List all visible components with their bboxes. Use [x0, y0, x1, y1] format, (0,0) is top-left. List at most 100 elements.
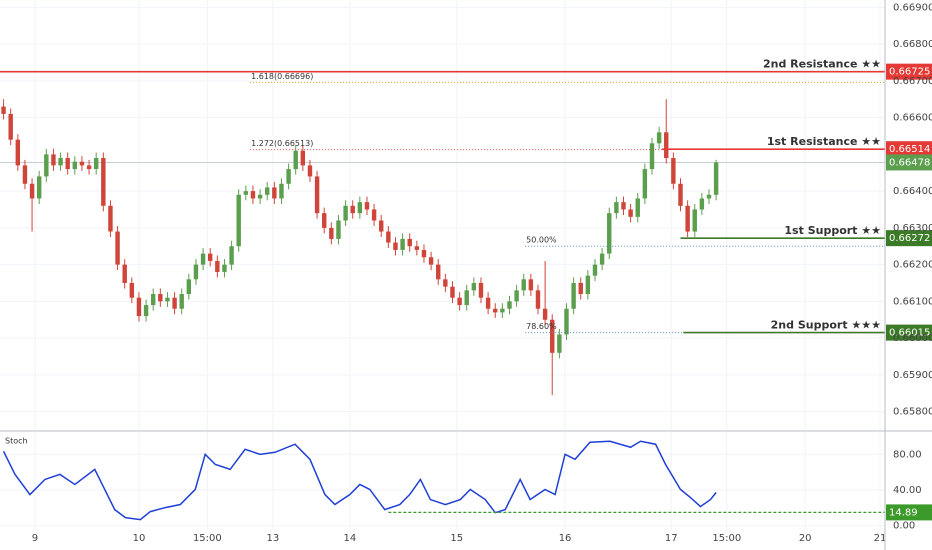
candle-body	[115, 231, 120, 265]
candle-body	[692, 209, 697, 232]
price-tag-label: 0.66725	[889, 67, 930, 78]
candle-body	[443, 279, 448, 287]
price-tag-label: 14.89	[889, 507, 918, 518]
price-tag	[886, 324, 932, 341]
level-label: 2nd Resistance ★★	[763, 58, 881, 71]
candle-body	[136, 297, 142, 317]
candle-body	[286, 169, 291, 184]
candle-body	[250, 191, 256, 199]
price-tag	[886, 504, 932, 521]
candle-body	[713, 162, 719, 195]
level-label: 1st Support ★★	[784, 224, 881, 237]
x-tick-label: 10	[133, 533, 146, 544]
candle-body	[293, 150, 298, 170]
x-tick-label: 16	[559, 533, 572, 544]
candle-body	[36, 176, 42, 199]
candle-body	[371, 209, 377, 221]
y-tick-label: 0.66400	[893, 186, 932, 197]
candle-body	[93, 158, 99, 170]
candle-body	[407, 238, 412, 247]
candle-body	[450, 286, 455, 298]
candle-body	[158, 294, 163, 302]
candle-body	[585, 275, 591, 295]
candle-body	[635, 198, 640, 217]
candle-body	[222, 264, 227, 272]
candle-body	[165, 297, 170, 302]
candle-body	[414, 246, 420, 250]
stoch-line	[2, 440, 717, 521]
candle-body	[364, 202, 370, 210]
y-tick-label: 0.66000	[893, 333, 932, 344]
candle-body	[507, 301, 512, 309]
candle-body	[8, 113, 13, 140]
indicator-title: Stoch	[5, 437, 28, 446]
candle-body	[215, 260, 220, 272]
candle-body	[464, 290, 469, 306]
candle-body	[428, 257, 434, 265]
y-tick-label: 0.66600	[893, 113, 932, 124]
candle-body	[322, 213, 327, 228]
x-tick-label: 13	[267, 533, 280, 544]
candle-body	[257, 194, 263, 199]
candle-body	[329, 227, 334, 239]
y-tick-label: 0.65900	[893, 370, 932, 381]
candle-body	[122, 264, 127, 283]
x-tick-label: 17	[665, 533, 678, 544]
y-tick-label: 0.66800	[893, 39, 932, 50]
grid	[0, 0, 885, 530]
candle-body	[265, 187, 270, 195]
candle-body	[542, 308, 548, 320]
candle-body	[108, 205, 113, 232]
candle-body	[207, 253, 213, 261]
candle-body	[685, 205, 690, 232]
candle-body	[393, 242, 398, 250]
candle-body	[150, 294, 156, 306]
candle-body	[493, 308, 498, 313]
fib-label: 1.272(0.66513)	[251, 139, 313, 148]
candle-body	[599, 253, 605, 265]
y-tick-label: 80.00	[893, 449, 922, 460]
candle-body	[386, 231, 391, 243]
candle-body	[628, 209, 633, 217]
candle-body	[307, 165, 313, 177]
level-label: 1st Resistance ★★	[767, 135, 881, 148]
candle-body	[314, 176, 320, 214]
candle-body	[336, 220, 341, 239]
candle-body	[478, 282, 484, 298]
x-tick-label: 20	[799, 533, 812, 544]
candle-body	[200, 253, 206, 265]
candle-body	[656, 132, 662, 144]
candle-body	[557, 334, 562, 353]
candle-body	[193, 264, 199, 280]
candle-body	[592, 264, 598, 276]
candle-body	[514, 290, 519, 302]
price-tag-label: 0.66514	[889, 144, 930, 155]
candle-body	[671, 158, 676, 184]
candle-body	[29, 183, 35, 199]
candle-body	[421, 249, 427, 258]
fib-label: 1.618(0.66696)	[251, 72, 313, 81]
candle-body	[243, 191, 249, 195]
candle-body	[58, 158, 63, 166]
price-tag	[886, 141, 932, 158]
y-tick-label: 0.00	[893, 521, 915, 532]
candle-body	[678, 183, 683, 206]
candle-body	[379, 220, 384, 232]
fib-label: 78.60%	[526, 322, 557, 331]
x-tick-label: 15:00	[712, 533, 741, 544]
candle-body	[357, 202, 363, 214]
candle-body	[101, 158, 106, 206]
candle-body	[72, 161, 78, 170]
candle-body	[614, 202, 619, 214]
candle-body	[578, 282, 583, 295]
candle-body	[86, 165, 92, 170]
x-tick-label: 15	[450, 533, 463, 544]
candle-body	[143, 305, 149, 317]
y-tick-label: 40.00	[893, 485, 922, 496]
candle-body	[535, 290, 541, 309]
candle-body	[15, 139, 21, 166]
candle-body	[343, 205, 348, 221]
candle-body	[642, 169, 648, 199]
